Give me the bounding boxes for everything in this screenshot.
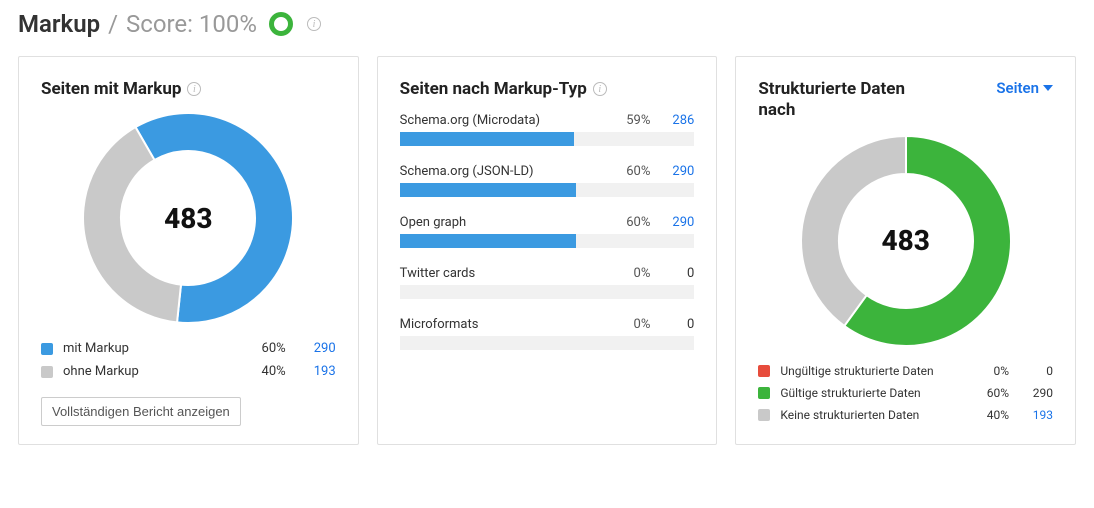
legend-pct: 0% [975,364,1009,378]
bar-fill [400,183,577,197]
legend-label: ohne Markup [63,364,236,379]
legend-value: 290 [1019,386,1053,400]
bar-row: Twitter cards 0% 0 [400,266,695,281]
legend-row[interactable]: mit Markup 60% 290 [41,337,336,360]
bar-label: Schema.org (JSON-LD) [400,164,607,179]
legend: Ungültige strukturierte Daten 0% 0 Gültige … [758,360,1053,426]
chevron-down-icon [1043,85,1053,91]
bar-value: 0 [658,266,694,281]
bar-pct: 59% [614,113,650,128]
score-ring-icon [269,12,293,36]
donut-center-value: 483 [801,136,1011,346]
card-title: Strukturierte Daten nach [758,79,908,122]
section-header: Markup / Score: 100% i [18,10,1076,38]
bar-label: Schema.org (Microdata) [400,113,607,128]
cards-row: Seiten mit Markup i 483 mit Markup 60% 290… [18,56,1076,445]
bar-pct: 60% [614,164,650,179]
legend-label: Keine strukturierten Daten [780,408,965,422]
legend-pct: 40% [975,408,1009,422]
legend-label: Gültige strukturierte Daten [780,386,965,400]
info-icon[interactable]: i [593,82,607,96]
bar-label: Microformats [400,317,607,332]
legend: mit Markup 60% 290 ohne Markup 40% 193 [41,337,336,383]
legend-swatch [758,365,770,377]
legend-value[interactable]: 193 [1019,408,1053,422]
legend-swatch [41,366,53,378]
bar-pct: 60% [614,215,650,230]
bar-pct: 0% [614,266,650,281]
legend-pct: 60% [246,341,286,356]
legend-pct: 60% [975,386,1009,400]
info-icon[interactable]: i [187,82,201,96]
bar-track [400,183,695,197]
card-title: Seiten mit Markup [41,79,181,99]
legend-value: 0 [1019,364,1053,378]
bar-track [400,234,695,248]
donut-chart: 483 [83,113,293,323]
legend-row[interactable]: Keine strukturierten Daten 40% 193 [758,404,1053,426]
dropdown-pages[interactable]: Seiten [996,79,1053,97]
legend-label: Ungültige strukturierte Daten [780,364,965,378]
bar-fill [400,132,574,146]
dropdown-label: Seiten [996,79,1039,97]
bar-label: Twitter cards [400,266,607,281]
header-title: Markup [18,10,100,38]
legend-row[interactable]: Ungültige strukturierte Daten 0% 0 [758,360,1053,382]
bar-row: Open graph 60% 290 [400,215,695,230]
legend-value[interactable]: 193 [296,364,336,379]
info-icon[interactable]: i [307,17,321,31]
bar-value[interactable]: 290 [658,215,694,230]
bar-label: Open graph [400,215,607,230]
bar-row: Schema.org (JSON-LD) 60% 290 [400,164,695,179]
bar-value[interactable]: 290 [658,164,694,179]
bar-fill [400,234,577,248]
bar-row: Schema.org (Microdata) 59% 286 [400,113,695,128]
legend-row[interactable]: ohne Markup 40% 193 [41,360,336,383]
header-separator: / [108,10,118,38]
donut-center-value: 483 [83,113,293,323]
bar-value[interactable]: 286 [658,113,694,128]
bar-pct: 0% [614,317,650,332]
card-pages-with-markup: Seiten mit Markup i 483 mit Markup 60% 290… [18,56,359,445]
bar-value: 0 [658,317,694,332]
bar-track [400,132,695,146]
donut-chart: 483 [801,136,1011,346]
card-structured-data: Strukturierte Daten nach Seiten 483 Ungü… [735,56,1076,445]
legend-pct: 40% [246,364,286,379]
legend-swatch [758,387,770,399]
bar-track [400,336,695,350]
bar-list: Schema.org (Microdata)59%286Schema.org (… [400,113,695,350]
legend-swatch [758,409,770,421]
legend-value[interactable]: 290 [296,341,336,356]
bar-track [400,285,695,299]
legend-swatch [41,343,53,355]
bar-row: Microformats 0% 0 [400,317,695,332]
card-pages-by-markup-type: Seiten nach Markup-Typ i Schema.org (Mic… [377,56,718,445]
legend-row[interactable]: Gültige strukturierte Daten 60% 290 [758,382,1053,404]
view-full-report-button[interactable]: Vollständigen Bericht anzeigen [41,397,241,426]
legend-label: mit Markup [63,341,236,356]
header-score: Score: 100% [126,10,257,38]
card-title: Seiten nach Markup-Typ [400,79,587,99]
